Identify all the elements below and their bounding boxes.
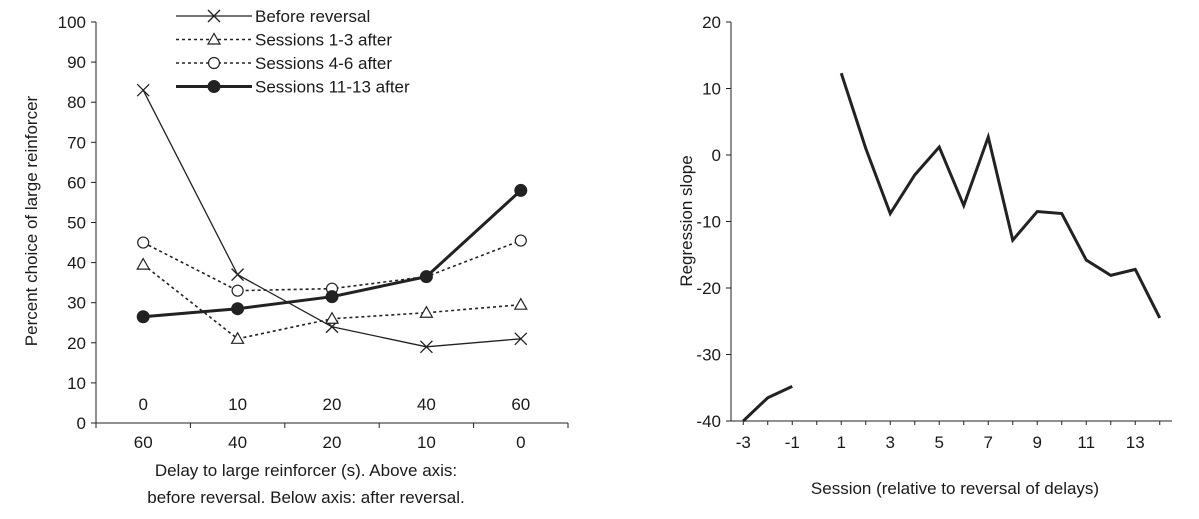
left-x-tick-label-below: 60 [134, 433, 153, 452]
data-point [419, 270, 433, 284]
legend-marker [206, 32, 222, 45]
series-line [142, 89, 521, 348]
left-y-tick-label: 20 [67, 334, 86, 353]
legend-entry-2: Sessions 1-3 after [176, 31, 392, 50]
right-x-tick-label: -1 [785, 433, 800, 452]
right-series-after [839, 72, 1162, 319]
right-series-before [742, 385, 793, 423]
left-y-tick-label: 0 [77, 414, 86, 433]
left-x-tick-label-above: 10 [228, 395, 247, 414]
legend-marker [207, 80, 221, 93]
left-x-tick-label-below: 10 [417, 433, 436, 452]
right-x-tick-label: 3 [886, 433, 895, 452]
legend-entry-3: Sessions 4-6 after [176, 54, 392, 73]
left-x-tick-label-above: 40 [417, 395, 436, 414]
left-y-tick-label: 90 [67, 53, 86, 72]
left-series-3 [137, 234, 527, 297]
data-point [514, 332, 528, 346]
right-y-tick-label: -30 [696, 346, 721, 365]
data-point [231, 284, 244, 297]
right-x-tick-label: -3 [736, 433, 751, 452]
left-legend: Before reversal Sessions 1-3 after Session… [176, 7, 410, 97]
data-point [513, 297, 528, 310]
data-point [419, 340, 433, 354]
right-x-tick-label: 13 [1126, 433, 1145, 452]
left-x-tick-label-below: 20 [323, 433, 342, 452]
left-y-tick-label: 100 [58, 13, 86, 32]
legend-label: Sessions 4-6 after [255, 54, 392, 73]
legend-marker [207, 56, 221, 70]
left-y-tick-label: 40 [67, 254, 86, 273]
left-y-tick-label: 80 [67, 93, 86, 112]
right-x-tick-label: 1 [837, 433, 846, 452]
data-point [136, 257, 151, 270]
left-y-tick-label: 50 [67, 214, 86, 233]
left-x-axis-title-line-2: before reversal. Below axis: after rever… [147, 488, 464, 507]
data-point [137, 236, 150, 249]
left-series-group [136, 83, 528, 354]
left-x-tick-label-above: 60 [511, 395, 530, 414]
data-point [325, 290, 339, 304]
right-x-tick-label: 5 [935, 433, 944, 452]
left-series-2 [136, 257, 528, 344]
right-y-tick-label: 20 [702, 13, 721, 32]
right-x-tick-label: 7 [984, 433, 993, 452]
legend-label: Sessions 1-3 after [255, 31, 392, 50]
right-y-tick-label: 10 [702, 80, 721, 99]
right-y-tick-label: 0 [712, 146, 721, 165]
data-point [136, 310, 150, 324]
data-point [514, 183, 528, 197]
data-point [231, 302, 245, 316]
data-point [136, 83, 150, 97]
left-x-axis-title-line-1: Delay to large reinforcer (s). Above axi… [155, 461, 457, 480]
right-y-tick-label: -40 [696, 412, 721, 431]
data-point [230, 331, 245, 344]
legend-label: Before reversal [255, 7, 370, 26]
left-x-tick-label-above: 0 [138, 395, 147, 414]
legend-entry-1: Before reversal [176, 7, 370, 26]
left-x-tick-label-below: 0 [516, 433, 525, 452]
left-y-axis-title: Percent choice of large reinforcer [22, 95, 41, 346]
right-x-tick-label: 9 [1033, 433, 1042, 452]
legend-entry-4: Sessions 11-13 after [176, 78, 410, 97]
left-x-tick-label-below: 40 [228, 433, 247, 452]
left-y-tick-label: 60 [67, 173, 86, 192]
right-y-tick-label: -10 [696, 213, 721, 232]
left-y-tick-label: 10 [67, 374, 86, 393]
data-point [514, 234, 527, 247]
left-y-tick-label: 70 [67, 133, 86, 152]
left-series-4 [136, 183, 528, 324]
right-y-axis-title: Regression slope [677, 155, 696, 286]
right-x-axis-title: Session (relative to reversal of delays) [811, 479, 1099, 498]
left-x-tick-label-above: 20 [323, 395, 342, 414]
data-point [231, 268, 245, 282]
left-y-tick-label: 30 [67, 294, 86, 313]
right-x-tick-label: 11 [1077, 433, 1095, 452]
legend-label: Sessions 11-13 after [255, 78, 410, 97]
data-point [419, 305, 434, 318]
right-y-tick-label: -20 [696, 279, 721, 298]
right-series-group [742, 72, 1162, 423]
legend-marker [207, 9, 221, 23]
data-point [324, 311, 340, 324]
left-series-1 [136, 83, 528, 354]
